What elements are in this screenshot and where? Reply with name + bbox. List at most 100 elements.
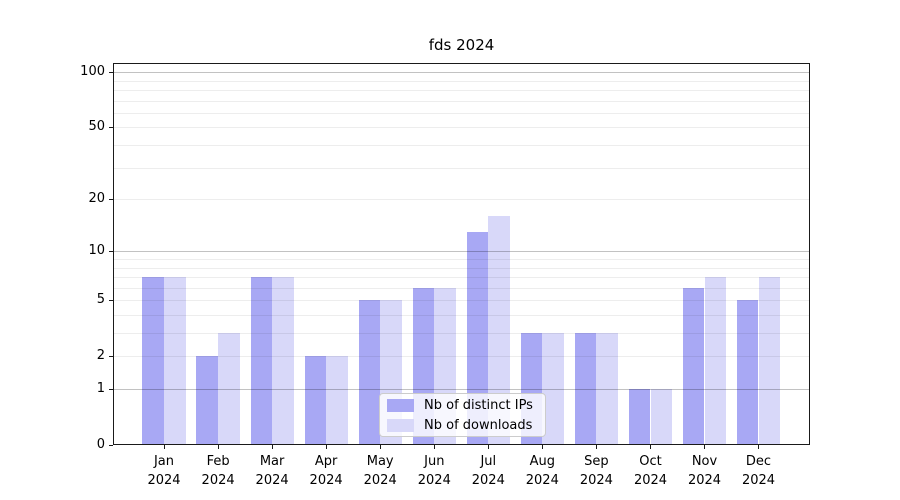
x-tick-aug <box>541 445 543 449</box>
x-tick-label-mar: Mar 2024 <box>244 452 300 490</box>
minor-gridline-2 <box>113 356 810 358</box>
x-tick-year: 2024 <box>525 473 559 488</box>
bar-nov-series0 <box>682 287 705 445</box>
x-tick-label-nov: Nov 2024 <box>677 452 733 490</box>
x-tick-month: Jan <box>153 454 175 469</box>
minor-gridline-4 <box>113 314 810 316</box>
x-tick-year: 2024 <box>687 473 722 488</box>
x-tick-year: 2024 <box>741 473 776 488</box>
bar-mar-series0 <box>250 277 273 445</box>
x-tick-label-jan: Jan 2024 <box>136 452 192 490</box>
x-tick-month: Oct <box>639 454 662 469</box>
minor-gridline-3 <box>113 333 810 334</box>
bar-mar-series1 <box>272 277 294 445</box>
legend-item-distinct-ips: Nb of distinct IPs <box>387 397 537 414</box>
x-tick-jun <box>433 445 435 449</box>
bar-aug-series1 <box>542 333 564 445</box>
bar-nov-series1 <box>704 277 727 445</box>
x-tick-year: 2024 <box>309 473 343 488</box>
x-tick-year: 2024 <box>417 473 451 488</box>
x-tick-month: Aug <box>529 454 555 469</box>
y-tick-label-1: 1 <box>96 381 105 396</box>
bar-jul-series0 <box>466 231 489 445</box>
x-tick-month: Jul <box>480 454 497 469</box>
y-tick-label-0: 0 <box>96 437 105 452</box>
minor-gridline-60 <box>113 112 810 114</box>
minor-gridline-70 <box>113 100 810 102</box>
chart-title: fds 2024 <box>428 36 495 54</box>
x-tick-nov <box>704 445 705 449</box>
y-tick-2 <box>109 355 113 357</box>
x-tick-month: May <box>366 454 394 469</box>
minor-gridline-40 <box>113 144 810 146</box>
bar-jan-series1 <box>164 277 186 445</box>
x-tick-label-aug: Aug 2024 <box>514 452 570 490</box>
x-tick-label-feb: Feb 2024 <box>190 452 246 490</box>
grid-layer <box>113 63 810 445</box>
legend: Nb of distinct IPs Nb of downloads <box>379 393 546 437</box>
y-tick-5 <box>109 299 113 301</box>
minor-gridline-20 <box>113 199 810 200</box>
x-tick-label-may: May 2024 <box>352 452 408 490</box>
x-tick-year: 2024 <box>471 473 505 488</box>
x-tick-month: Mar <box>259 454 285 469</box>
minor-gridline-80 <box>113 89 810 91</box>
y-tick-20 <box>109 198 113 200</box>
minor-gridline-7 <box>113 277 810 278</box>
x-tick-month: Jun <box>424 454 445 469</box>
bar-sep-series0 <box>574 333 597 445</box>
legend-swatch-downloads <box>387 418 414 432</box>
minor-gridline-5 <box>113 300 810 302</box>
y-tick-label-50: 50 <box>88 119 105 135</box>
x-tick-year: 2024 <box>633 473 668 488</box>
legend-item-downloads: Nb of downloads <box>387 417 537 434</box>
y-tick-label-100: 100 <box>80 64 105 80</box>
minor-gridline-90 <box>113 80 810 82</box>
x-tick-year: 2024 <box>579 473 613 488</box>
x-tick-label-dec: Dec 2024 <box>731 452 787 490</box>
bar-feb-series1 <box>218 333 240 445</box>
bar-jan-series0 <box>142 277 164 445</box>
x-tick-oct <box>650 445 651 449</box>
bars-layer <box>113 63 810 445</box>
bar-feb-series0 <box>196 356 218 445</box>
x-tick-may <box>379 445 381 449</box>
x-tick-label-apr: Apr 2024 <box>298 452 354 490</box>
y-tick-100 <box>109 71 113 73</box>
y-tick-label-2: 2 <box>96 348 105 364</box>
x-tick-month: Feb <box>206 454 230 469</box>
x-tick-month: Nov <box>691 454 718 469</box>
x-tick-label-jun: Jun 2024 <box>406 452 462 490</box>
y-tick-label-5: 5 <box>96 292 105 308</box>
x-tick-year: 2024 <box>363 473 397 488</box>
x-tick-year: 2024 <box>201 473 235 488</box>
x-tick-month: Dec <box>745 454 772 469</box>
minor-gridline-50 <box>113 127 810 129</box>
major-gridline-1 <box>113 389 810 390</box>
minor-gridline-9 <box>113 258 810 260</box>
y-tick-label-10: 10 <box>88 243 105 259</box>
bar-apr-series1 <box>326 356 348 445</box>
major-gridline-10 <box>113 251 810 253</box>
major-gridline-100 <box>113 72 810 74</box>
x-tick-label-jul: Jul 2024 <box>460 452 516 490</box>
bar-sep-series1 <box>596 333 618 445</box>
x-tick-year: 2024 <box>255 473 289 488</box>
x-tick-month: Sep <box>584 454 609 469</box>
minor-gridline-8 <box>113 267 810 269</box>
y-tick-10 <box>109 250 113 252</box>
x-tick-jul <box>487 445 489 449</box>
minor-gridline-6 <box>113 287 810 289</box>
y-tick-label-20: 20 <box>88 191 105 206</box>
x-tick-mar <box>271 445 273 449</box>
x-tick-label-sep: Sep 2024 <box>568 452 624 490</box>
x-tick-apr <box>325 445 327 449</box>
legend-swatch-distinct-ips <box>387 398 414 412</box>
minor-gridline-30 <box>113 167 810 169</box>
x-tick-year: 2024 <box>147 473 181 488</box>
x-tick-label-oct: Oct 2024 <box>623 452 679 490</box>
x-tick-dec <box>758 445 759 449</box>
legend-label-downloads: Nb of downloads <box>424 417 533 433</box>
bar-oct-series1 <box>650 389 673 445</box>
